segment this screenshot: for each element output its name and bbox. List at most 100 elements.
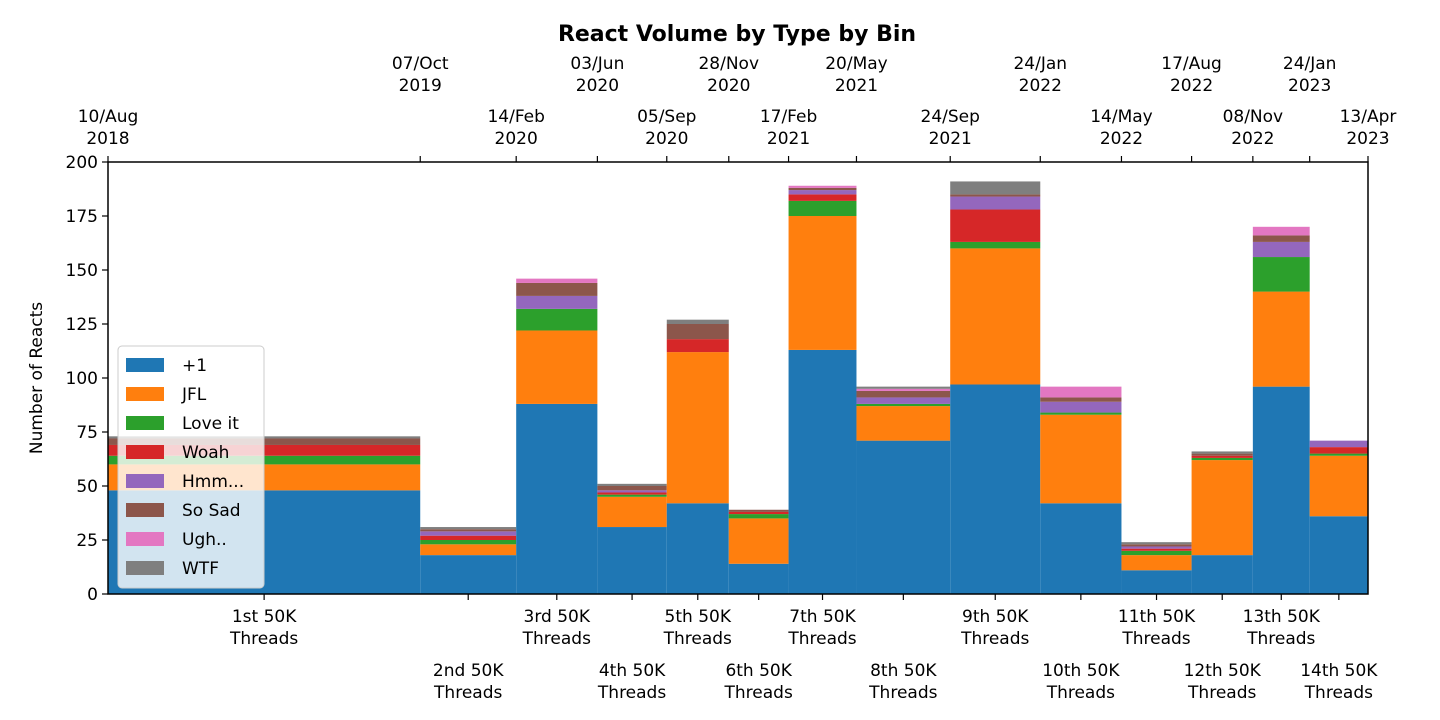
bar-segment: [1252, 241, 1310, 258]
y-axis-label: Number of Reacts: [27, 302, 47, 454]
legend-label: Woah: [182, 443, 229, 463]
bar-segment: [788, 185, 857, 188]
bar-segment: [950, 209, 1041, 242]
bar-segment: [788, 216, 857, 350]
bar-segment: [1309, 440, 1368, 448]
bar-segment: [597, 490, 667, 493]
legend-label: +1: [182, 356, 207, 376]
legend-label: So Sad: [182, 501, 241, 521]
bar-segment: [666, 319, 729, 324]
bar-segment: [1252, 257, 1310, 292]
bar-segment: [728, 511, 789, 515]
legend: +1 JFL Love it Woah Hmm... So Sad Ugh.. WTF: [117, 345, 265, 589]
bar-segment: [516, 308, 598, 331]
legend-swatch: [126, 416, 164, 430]
bar-segment: [1121, 544, 1192, 547]
bar-segment: [728, 563, 789, 594]
chart-title: React Volume by Type by Bin: [558, 22, 916, 47]
top-date-label: 20/May 2021: [825, 54, 888, 96]
bar-segment: [420, 555, 517, 594]
bar-segment: [666, 324, 729, 340]
top-date-label: 17/Aug 2022: [1161, 54, 1222, 96]
bar-segment: [1040, 386, 1122, 398]
bar-segment: [597, 527, 667, 594]
bar-segment: [856, 388, 951, 391]
bar-segment: [1191, 451, 1253, 454]
bar-segment: [597, 486, 667, 491]
bar-segment: [1309, 453, 1368, 456]
bar-segment: [1252, 291, 1310, 387]
bar-segment: [666, 503, 729, 594]
legend-label: JFL: [181, 385, 207, 405]
legend-swatch: [126, 532, 164, 546]
bar-segment: [1121, 570, 1192, 594]
top-date-label: 14/May 2022: [1090, 107, 1153, 149]
bar-segment: [1040, 412, 1122, 415]
bar-segment: [950, 196, 1041, 210]
bar-segment: [788, 190, 857, 195]
bin-label: 11th 50K Threads: [1118, 607, 1196, 649]
bar-segment: [728, 518, 789, 564]
bar-segment: [420, 535, 517, 540]
bar-segment: [1040, 503, 1122, 594]
top-date-label: 03/Jun 2020: [570, 54, 624, 96]
bin-label: 4th 50K Threads: [597, 661, 666, 703]
bar-segment: [1309, 455, 1368, 517]
bar-segment: [856, 406, 951, 441]
bar-segment: [420, 529, 517, 532]
bar-segment: [1040, 397, 1122, 402]
bars-layer: [108, 181, 1368, 594]
y-tick-label: 100: [66, 369, 98, 389]
top-date-label: 17/Feb 2021: [760, 107, 817, 149]
bar-segment: [788, 200, 857, 216]
bar-segment: [516, 278, 598, 283]
bin-label: 1st 50K Threads: [229, 607, 298, 649]
legend-label: Ugh..: [182, 530, 227, 550]
bin-label: 9th 50K Threads: [960, 607, 1029, 649]
bar-segment: [1040, 414, 1122, 504]
bar-segment: [516, 403, 598, 594]
bar-segment: [1191, 457, 1253, 461]
legend-label: Love it: [182, 414, 239, 434]
bin-label: 2nd 50K Threads: [433, 661, 504, 703]
top-date-label: 10/Aug 2018: [78, 107, 139, 149]
bar-segment: [788, 194, 857, 201]
bar-segment: [1191, 453, 1253, 456]
bar-segment: [516, 282, 598, 296]
bin-label: 3rd 50K Threads: [522, 607, 591, 649]
legend-swatch: [126, 387, 164, 401]
legend-label: Hmm...: [182, 472, 244, 492]
legend-swatch: [126, 503, 164, 517]
bar-segment: [666, 339, 729, 353]
bin-label: 8th 50K Threads: [868, 661, 937, 703]
bar-segment: [516, 295, 598, 309]
y-tick-label: 25: [76, 531, 98, 551]
bar-segment: [1191, 555, 1253, 594]
bar-segment: [1252, 386, 1310, 594]
top-date-label: 14/Feb 2020: [487, 107, 544, 149]
bar-segment: [597, 492, 667, 495]
y-tick-label: 175: [66, 207, 98, 227]
bin-label: 10th 50K Threads: [1042, 661, 1120, 703]
y-tick-label: 125: [66, 315, 98, 335]
bin-label: 13th 50K Threads: [1243, 607, 1321, 649]
bar-segment: [1309, 516, 1368, 594]
legend-label: WTF: [182, 559, 219, 579]
top-date-label: 08/Nov 2022: [1223, 107, 1284, 149]
y-tick-label: 50: [76, 477, 98, 497]
top-date-label: 24/Jan 2023: [1283, 54, 1337, 96]
bar-segment: [597, 483, 667, 486]
bar-segment: [856, 403, 951, 407]
bar-segment: [420, 527, 517, 530]
y-tick-label: 0: [87, 585, 98, 605]
bin-label: 6th 50K Threads: [724, 661, 793, 703]
bin-label: 14th 50K Threads: [1300, 661, 1378, 703]
bar-segment: [856, 440, 951, 594]
bar-segment: [420, 531, 517, 536]
bar-segment: [666, 352, 729, 504]
bar-segment: [1191, 455, 1253, 458]
bar-segment: [950, 181, 1041, 195]
bar-segment: [597, 494, 667, 497]
bar-segment: [728, 514, 789, 519]
